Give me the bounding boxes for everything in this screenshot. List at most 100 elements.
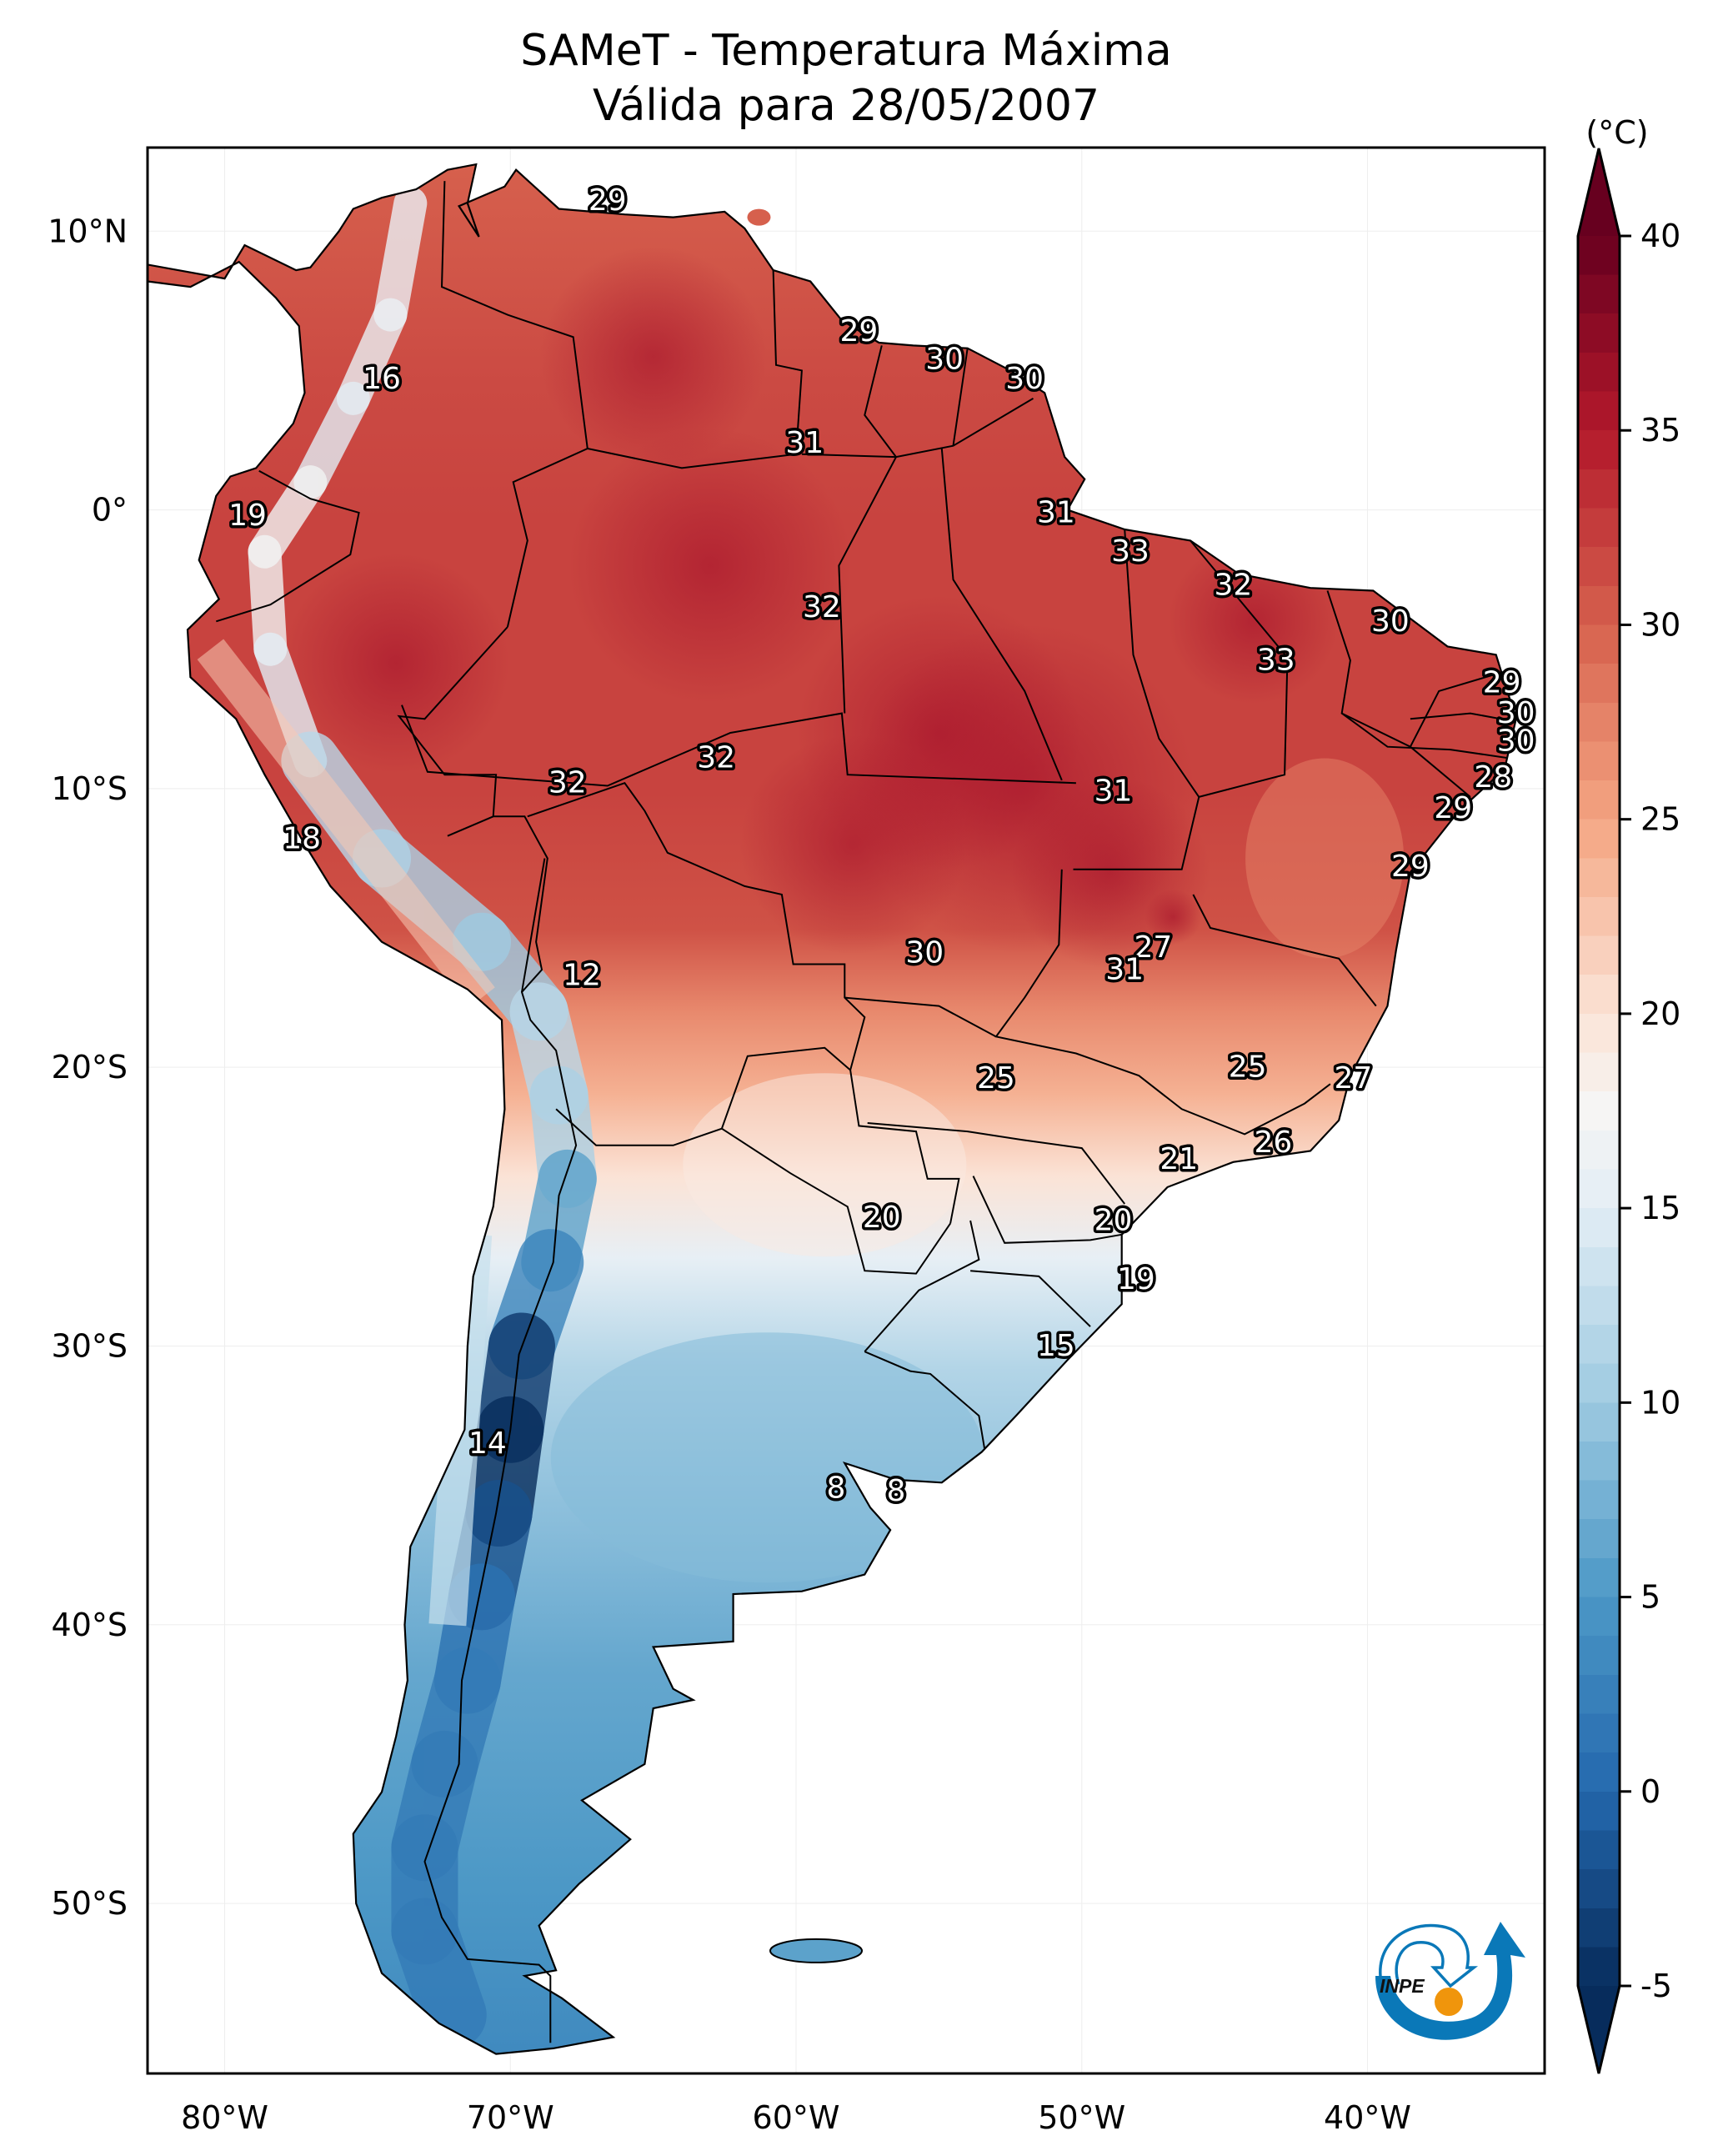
contour-label: 32: [697, 741, 735, 775]
contour-label: 19: [228, 499, 267, 533]
warm-core: [539, 246, 767, 467]
falkland-islands: [769, 1938, 864, 1963]
contour-label: 27: [1334, 1061, 1372, 1096]
contour-label: 30: [1497, 725, 1535, 759]
inpe-logo: INPE: [1375, 1922, 1525, 2040]
contour-label: 29: [589, 183, 627, 218]
contour-label: 33: [1257, 644, 1295, 678]
contour-label: 25: [977, 1061, 1015, 1096]
y-tick-label: 50°S: [52, 1885, 128, 1922]
political-border: [864, 345, 897, 458]
contour-label: 31: [1094, 775, 1133, 809]
contour-label: 27: [1134, 930, 1172, 965]
contour-label: 25: [1229, 1050, 1267, 1085]
colorbar-tick-label: 15: [1640, 1190, 1680, 1226]
colorbar-extend-max: [1578, 148, 1620, 236]
chart-title: SAMeT - Temperatura Máxima Válida para 2…: [0, 23, 1692, 133]
political-border: [1326, 590, 1505, 749]
y-tick-label: 30°S: [52, 1327, 128, 1364]
political-border: [447, 815, 494, 837]
ne-interior-mild: [1245, 758, 1405, 959]
y-tick-label: 10°N: [48, 213, 128, 249]
trinidad-island: [747, 208, 771, 226]
map-frame: [146, 146, 1546, 2075]
andes-cold-band: [373, 186, 428, 332]
colorbar-tick-label: 25: [1640, 801, 1680, 838]
colorbar-tick-label: 35: [1640, 412, 1680, 449]
contour-label: 8: [887, 1474, 906, 1508]
contour-label: 16: [363, 362, 401, 396]
colorbar-extend-min: [1578, 1986, 1620, 2073]
political-border: [940, 448, 1063, 781]
logo-sun-icon: [1435, 1988, 1463, 2016]
contour-label: 26: [1254, 1126, 1292, 1160]
contour-label: 19: [1117, 1262, 1155, 1296]
contour-label: 29: [1483, 665, 1521, 699]
political-border: [1410, 712, 1516, 723]
y-axis-ticks: 10°N 0° 10°S 20°S 30°S 40°S 50°S: [48, 213, 128, 1922]
colorbar-tick-label: 40: [1640, 218, 1680, 254]
y-tick-label: 40°S: [52, 1607, 128, 1643]
colorbar-tick-label: 0: [1640, 1773, 1660, 1810]
title-line-2: Válida para 28/05/2007: [592, 81, 1100, 131]
contour-label: 29: [839, 314, 878, 348]
political-border: [401, 704, 1076, 787]
logo-text: INPE: [1380, 1975, 1425, 1997]
political-border: [1410, 745, 1471, 798]
colorbar-ticks: -5 0 5 10 15 20 25 30 35 40: [1620, 218, 1680, 2004]
political-border: [867, 1122, 1125, 1205]
contour-label: 32: [1214, 568, 1252, 602]
contour-label: 15: [1037, 1329, 1075, 1363]
political-border: [838, 456, 897, 714]
colorbar-tick-label: 5: [1640, 1579, 1660, 1616]
y-tick-label: 20°S: [52, 1049, 128, 1086]
x-tick-label: 60°W: [753, 2099, 840, 2136]
title-line-1: SAMeT - Temperatura Máxima: [520, 26, 1172, 76]
contour-label: 14: [468, 1426, 507, 1461]
country-state-borders: [216, 181, 1516, 2043]
contour-label: 30: [1497, 696, 1535, 730]
political-border: [994, 869, 1331, 1136]
contour-label: 33: [1111, 534, 1150, 569]
political-border: [970, 1270, 1091, 1327]
contour-label: 31: [1105, 953, 1144, 987]
political-border: [521, 858, 546, 993]
political-border: [952, 348, 969, 446]
peru-coastal-band: [197, 639, 495, 1008]
logo-swoosh-icon: [1375, 1922, 1525, 2040]
warm-core: [568, 428, 853, 704]
political-border: [1073, 529, 1200, 870]
logo-loop-icon: [1379, 1923, 1479, 1998]
colorbar-tick-label: 10: [1640, 1384, 1680, 1421]
political-border: [849, 1070, 960, 1224]
colorbar-body: [1578, 236, 1620, 1986]
contour-label: 32: [548, 766, 587, 800]
colorbar-tick-label: 30: [1640, 606, 1680, 643]
contour-label: 32: [803, 590, 841, 624]
political-border: [1192, 894, 1377, 1007]
contour-label: 30: [905, 936, 944, 970]
political-border: [216, 469, 360, 623]
andes-cold-band: [391, 1898, 487, 2048]
political-border: [972, 1176, 1122, 1244]
colorbar: (°C) -5 0 5 10 15 20 25 30 35 40: [1576, 114, 1680, 2074]
contour-label: 20: [1094, 1204, 1133, 1238]
contour-label: 29: [1434, 791, 1472, 825]
contour-label: 28: [1474, 760, 1512, 795]
x-tick-label: 70°W: [467, 2099, 554, 2136]
political-border: [1341, 712, 1508, 760]
political-border: [844, 996, 997, 1038]
contour-label: 8: [827, 1472, 846, 1506]
contour-label: 30: [1005, 362, 1044, 396]
political-border: [864, 1220, 980, 1352]
political-border: [397, 626, 578, 2043]
warm-core: [1144, 889, 1202, 945]
contour-label: 31: [1037, 495, 1075, 529]
political-border: [440, 181, 589, 628]
pampas-cool: [550, 1332, 984, 1583]
x-axis-ticks: 80°W 70°W 60°W 50°W 40°W: [181, 2099, 1411, 2136]
contour-label: 20: [863, 1201, 901, 1235]
colorbar-tick-label: -5: [1640, 1968, 1672, 2004]
